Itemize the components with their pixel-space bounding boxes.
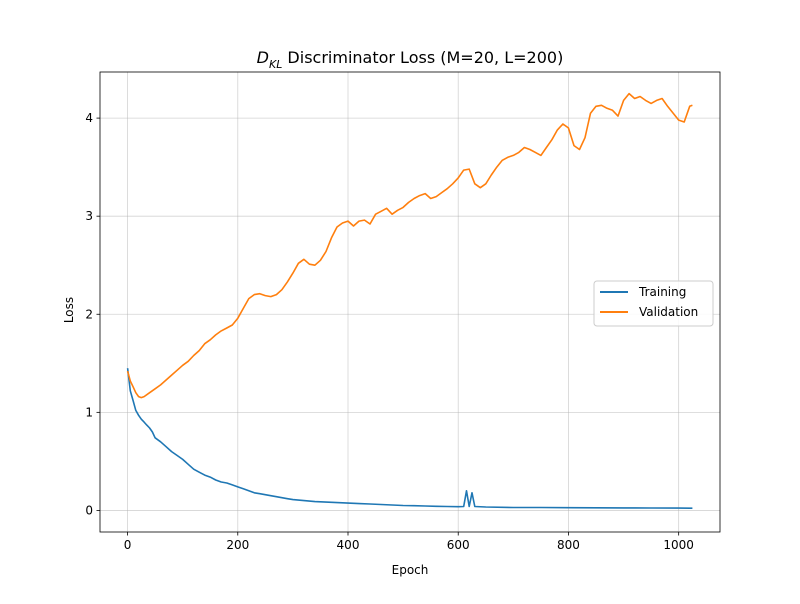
x-tick-label: 600: [447, 538, 470, 552]
x-tick-label: 0: [124, 538, 132, 552]
title-sub: KL: [269, 58, 282, 71]
chart-title: DKL Discriminator Loss (M=20, L=200): [257, 48, 564, 71]
series-line-training: [126, 368, 693, 509]
legend-label-training: Training: [638, 285, 686, 299]
ticks-layer: 0 200 400 600 800 1000 0 1 2 3 4: [85, 111, 694, 552]
y-tick-label: 2: [85, 307, 93, 321]
x-axis-label: Epoch: [392, 563, 429, 577]
x-tick-label: 400: [337, 538, 360, 552]
y-tick-label: 4: [85, 111, 93, 125]
y-tick-label: 0: [85, 503, 93, 517]
legend: Training Validation: [593, 280, 714, 327]
y-tick-label: 3: [85, 209, 93, 223]
plot-frame: [99, 71, 721, 533]
series-line-validation: [126, 92, 693, 399]
y-axis-label: Loss: [62, 297, 76, 323]
legend-label-validation: Validation: [639, 305, 698, 319]
title-rest: Discriminator Loss (M=20, L=200): [282, 48, 563, 67]
x-tick-label: 200: [226, 538, 249, 552]
y-tick-label: 1: [85, 405, 93, 419]
series-layer: [126, 92, 693, 509]
x-tick-label: 800: [557, 538, 580, 552]
x-tick-label: 1000: [663, 538, 694, 552]
title-main: D: [257, 48, 269, 67]
